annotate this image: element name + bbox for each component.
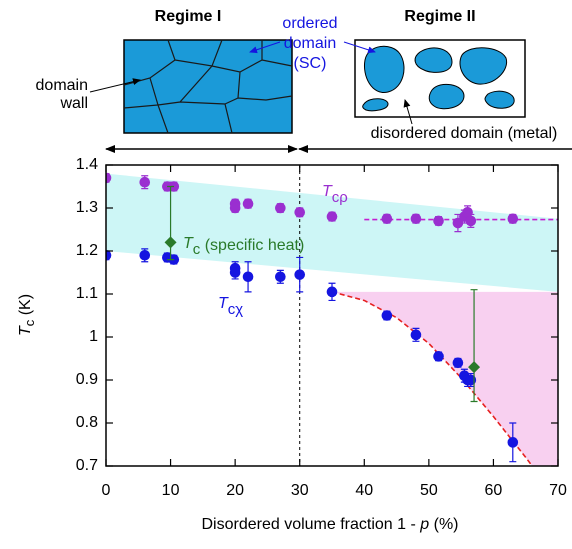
marker bbox=[326, 286, 338, 298]
y-tick-label: 1.1 bbox=[76, 285, 98, 302]
error-bar bbox=[470, 289, 478, 403]
marker bbox=[381, 213, 393, 225]
annotation: wall bbox=[59, 95, 88, 112]
marker bbox=[452, 217, 464, 229]
marker bbox=[507, 437, 519, 448]
label-part: (K) bbox=[17, 294, 34, 320]
x-tick-label: 40 bbox=[355, 482, 373, 499]
series-label: Tc (specific heat) bbox=[183, 235, 304, 258]
x-tick-label: 30 bbox=[291, 482, 309, 499]
regime-title: Regime II bbox=[404, 8, 475, 25]
annotation: (SC) bbox=[294, 55, 327, 72]
marker bbox=[242, 198, 254, 209]
x-tick-label: 10 bbox=[162, 482, 180, 499]
y-tick-label: 1.4 bbox=[76, 156, 98, 173]
frame bbox=[105, 164, 559, 467]
y-tick-label: 1 bbox=[89, 328, 98, 345]
annotation: domain bbox=[284, 35, 336, 52]
label-part: c bbox=[193, 241, 201, 258]
y-tick-label: 1.2 bbox=[76, 242, 98, 259]
pointer bbox=[249, 41, 281, 54]
label-part: T bbox=[17, 325, 34, 336]
area bbox=[332, 291, 558, 466]
regime-title: Regime I bbox=[155, 8, 222, 25]
marker bbox=[294, 269, 306, 280]
marker bbox=[433, 351, 444, 362]
label-part: cχ bbox=[228, 301, 244, 318]
annotation: domain bbox=[36, 77, 88, 94]
marker bbox=[507, 213, 519, 225]
marker bbox=[381, 310, 393, 321]
marker bbox=[106, 250, 112, 261]
y-tick-label: 0.8 bbox=[76, 414, 98, 431]
band bbox=[106, 173, 558, 292]
marker bbox=[410, 213, 422, 225]
marker bbox=[326, 211, 338, 222]
annotation: ordered bbox=[282, 15, 337, 32]
label-part: T bbox=[322, 183, 333, 200]
x-tick-label: 20 bbox=[226, 482, 244, 499]
plot-area bbox=[106, 165, 558, 466]
label-part: cρ bbox=[332, 189, 348, 206]
marker bbox=[275, 271, 286, 283]
pointer bbox=[343, 41, 376, 54]
x-tick-label: 60 bbox=[485, 482, 503, 499]
y-tick-label: 0.9 bbox=[76, 371, 98, 388]
label-part: T bbox=[183, 235, 194, 252]
label-part: p bbox=[419, 516, 429, 533]
x-axis-label: Disordered volume fraction 1 - p (%) bbox=[202, 516, 459, 533]
x-tick-label: 50 bbox=[420, 482, 438, 499]
schematic: Regime I Regime II domain wall ordered d… bbox=[36, 8, 572, 153]
pointer bbox=[403, 99, 413, 125]
x-tick-label: 0 bbox=[102, 482, 111, 499]
annotation: disordered domain (metal) bbox=[371, 125, 558, 142]
marker bbox=[164, 236, 177, 249]
pointer bbox=[89, 78, 141, 93]
label-part: (%) bbox=[429, 516, 458, 533]
label-part: T bbox=[218, 295, 229, 312]
y-tick-label: 1.3 bbox=[76, 199, 98, 216]
domains bbox=[362, 45, 515, 112]
label-part: (specific heat) bbox=[200, 237, 304, 254]
x-tick-label: 70 bbox=[549, 482, 567, 499]
marker bbox=[468, 361, 481, 374]
marker bbox=[139, 250, 151, 261]
marker bbox=[410, 329, 422, 341]
plot: 0 10 20 30 40 50 60 70 0.7 0.8 0.9 1 1.1 1.2 1.3 1.4 Tcρ… bbox=[76, 156, 567, 499]
domain-walls bbox=[123, 39, 293, 134]
marker bbox=[433, 215, 444, 227]
marker bbox=[294, 207, 306, 218]
marker bbox=[465, 215, 477, 227]
marker bbox=[229, 267, 241, 278]
marker bbox=[139, 176, 151, 188]
label-part: c bbox=[22, 319, 37, 326]
y-axis-label: Tc (K) bbox=[17, 294, 37, 336]
label-part: Disordered volume fraction 1 - bbox=[202, 516, 421, 533]
y-tick-label: 0.7 bbox=[76, 457, 98, 474]
marker bbox=[106, 172, 112, 184]
series-label: Tcχ bbox=[218, 295, 243, 318]
marker bbox=[275, 202, 286, 214]
series-label: Tcρ bbox=[322, 183, 348, 206]
marker bbox=[452, 357, 464, 369]
regime1-box bbox=[123, 39, 293, 134]
marker bbox=[462, 207, 473, 218]
marker bbox=[229, 202, 241, 214]
marker bbox=[242, 271, 254, 283]
fit-line bbox=[331, 291, 533, 466]
